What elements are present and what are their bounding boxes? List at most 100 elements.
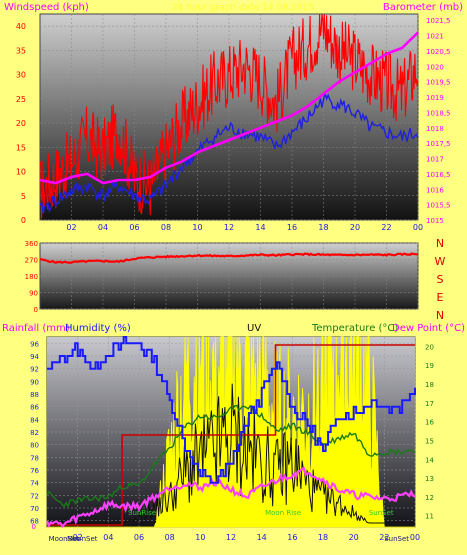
direction-y-tick-label: 270	[25, 257, 38, 265]
temperature-axis-title: Temperature (°C)	[311, 323, 398, 334]
humidity-y-tick-label: 78	[30, 454, 39, 462]
baro-y-tick-label: 1018,5	[426, 109, 451, 117]
baro-y-tick-label: 1017	[426, 156, 444, 164]
rain-y-tick-label: 0	[32, 523, 36, 531]
chart-subtitle: 24 hour graph date 14.08.2015	[172, 3, 314, 13]
temp-x-tick-label: 00	[410, 533, 420, 542]
wind-x-tick-label: 02	[66, 223, 76, 232]
baro-y-tick-label: 1016	[426, 186, 444, 194]
baro-y-tick-label: 1017,5	[426, 140, 451, 148]
temp-x-tick-label: 18	[318, 533, 328, 542]
wind-x-tick-label: 10	[192, 223, 202, 232]
astro-annotation-label: Moon Rise	[265, 509, 301, 517]
wind-average-line	[39, 93, 419, 214]
baro-y-tick-label: 1020,5	[426, 48, 451, 56]
baro-y-tick-label: 1020	[426, 63, 444, 71]
rain-line	[47, 344, 415, 526]
temperature-line	[45, 466, 416, 528]
direction-y-ticks: 0 90 180 270 360	[25, 240, 38, 314]
humidity-y-tick-label: 86	[30, 404, 39, 412]
humidity-y-tick-label: 90	[30, 378, 39, 386]
wind-x-tick-label: 18	[318, 223, 328, 232]
temp-x-tick-label: 04	[103, 533, 113, 542]
temp-x-tick-label: 16	[287, 533, 297, 542]
direction-y-tick-label: 360	[25, 240, 38, 248]
baro-y-ticks: 1015 1015,5 1016 1016,5 1017 1017,5 1018 1018,5…	[426, 17, 451, 225]
humidity-y-tick-label: 82	[30, 429, 39, 437]
wind-y-tick-label: 10	[16, 168, 26, 177]
baro-y-tick-label: 1019,5	[426, 79, 451, 87]
wind-x-tick-label: 22	[381, 223, 391, 232]
temp-y-tick-label: 11	[425, 513, 434, 521]
temp-y-tick-label: 18	[425, 381, 434, 389]
direction-line	[39, 252, 419, 265]
temp-x-tick-label: 20	[349, 533, 359, 542]
humidity-y-tick-label: 74	[30, 480, 39, 488]
wind-y-tick-label: 15	[16, 143, 26, 152]
wind-y-tick-label: 20	[16, 119, 26, 128]
astro-annotation-label: MoonSet	[67, 535, 98, 543]
temp-x-tick-label: 08	[165, 533, 175, 542]
compass-label: W	[435, 255, 446, 268]
compass-label: N	[436, 237, 444, 250]
rainfall-axis-title: Rainfall (mm)	[2, 323, 70, 334]
astro-annotation-label: SunSet	[384, 535, 409, 543]
humidity-y-tick-label: 80	[30, 442, 39, 450]
temp-y-tick-label: 12	[425, 494, 434, 502]
wind-axis-title: Windspeed (kph)	[4, 2, 89, 13]
astro-annotation-label: SunSet	[369, 509, 394, 517]
solar-line	[47, 383, 415, 524]
astro-annotation-label: MoonSet	[49, 535, 80, 543]
uv-axis-title: UV	[247, 323, 261, 334]
baro-y-tick-label: 1015	[426, 217, 444, 225]
wind-x-tick-label: 16	[287, 223, 297, 232]
wind-y-tick-label: 30	[16, 71, 26, 80]
humidity-line	[47, 336, 416, 484]
temp-series	[45, 336, 416, 528]
temp-x-tick-label: 12	[226, 533, 236, 542]
humidity-y-tick-label: 92	[30, 366, 39, 374]
temp-y-tick-label: 17	[425, 400, 434, 408]
compass-label: E	[437, 291, 444, 304]
wind-y-tick-label: 5	[21, 192, 26, 201]
temp-y-tick-label: 16	[425, 419, 434, 427]
direction-y-tick-label: 180	[25, 273, 38, 281]
compass-label: N	[436, 309, 444, 322]
baro-y-tick-label: 1016,5	[426, 171, 451, 179]
wind-y-tick-label: 25	[16, 95, 26, 104]
humidity-y-tick-label: 88	[30, 391, 39, 399]
temp-x-tick-label: 06	[134, 533, 144, 542]
wind-x-tick-label: 00	[413, 223, 423, 232]
temp-y-tick-label: 13	[425, 475, 434, 483]
baro-y-tick-label: 1015,5	[426, 202, 451, 210]
wind-y-tick-label: 35	[16, 46, 26, 55]
baro-axis-title: Barometer (mb)	[383, 2, 463, 13]
humidity-y-tick-label: 72	[30, 492, 39, 500]
humidity-y-tick-label: 96	[30, 340, 39, 348]
temp-y-tick-label: 19	[425, 362, 434, 370]
baro-y-tick-label: 1019	[426, 94, 444, 102]
humidity-axis-title: Humidity (%)	[65, 323, 131, 334]
direction-series	[39, 252, 419, 265]
baro-y-tick-label: 1021	[426, 33, 444, 41]
wind-y-tick-label: 40	[16, 22, 26, 31]
direction-y-tick-label: 90	[29, 290, 38, 298]
wind-y-ticks: 0 5 10 15 20 25 30 35 40	[16, 22, 26, 225]
wind-gridlines	[40, 14, 419, 221]
temp-y-ticks: 11 12 13 14 15 16 17 18 19 20	[425, 343, 434, 520]
compass-label: S	[437, 273, 444, 286]
temp-x-ticks: 02 04 06 08 10 12 14 16 18 20 22 00	[73, 533, 421, 542]
temp-x-tick-label: 10	[195, 533, 205, 542]
humidity-y-ticks: 68 70 72 74 76 78 80 82 84 86 88 90 92 94 96 0	[30, 340, 39, 531]
wind-x-tick-label: 06	[129, 223, 139, 232]
baro-y-tick-label: 1018	[426, 125, 444, 133]
wind-series	[39, 13, 419, 219]
temp-x-tick-label: 22	[379, 533, 389, 542]
wind-x-tick-label: 08	[161, 223, 171, 232]
baro-y-tick-label: 1021,5	[426, 17, 451, 25]
wind-x-ticks: 02 04 06 08 10 12 14 16 18 20 22 00	[66, 223, 423, 232]
pressure-line	[39, 31, 419, 185]
temp-x-tick-label: 14	[257, 533, 267, 542]
